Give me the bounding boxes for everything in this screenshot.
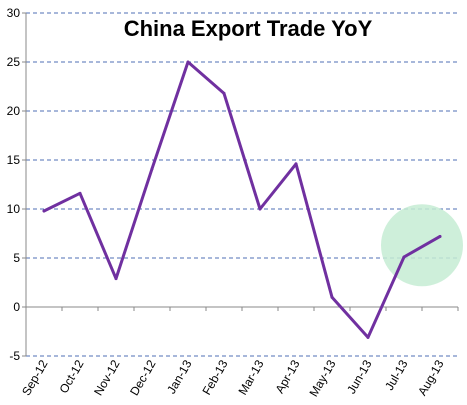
- y-tick-label: 0: [13, 300, 20, 314]
- y-tick-label: 5: [13, 251, 20, 265]
- y-tick-label: 10: [7, 202, 21, 216]
- data-point: [330, 295, 334, 299]
- y-tick-label: 30: [7, 6, 21, 20]
- x-tick-label: Sep-12: [19, 357, 51, 398]
- x-tick-label: Jun-13: [344, 357, 375, 396]
- data-point: [402, 255, 406, 259]
- data-point: [42, 209, 46, 213]
- x-tick-label: Dec-12: [127, 357, 159, 398]
- gridlines: [26, 12, 458, 357]
- x-tick-label: Jan-13: [164, 357, 195, 396]
- axes: [22, 12, 459, 357]
- y-tick-label: -5: [9, 349, 20, 363]
- x-tick-label: May-13: [306, 357, 338, 399]
- series-layer: [42, 60, 442, 339]
- data-point: [294, 162, 298, 166]
- y-tick-label: 20: [7, 104, 21, 118]
- x-tick-label: Mar-13: [235, 357, 266, 397]
- x-tick-label: Jul-13: [382, 357, 411, 393]
- x-tick-label: Aug-13: [415, 357, 447, 398]
- x-tick-label: Nov-12: [91, 357, 123, 398]
- data-point: [78, 191, 82, 195]
- data-point: [366, 335, 370, 339]
- data-point: [258, 207, 262, 211]
- chart-title: China Export Trade YoY: [124, 16, 373, 41]
- data-point: [150, 167, 154, 171]
- data-point: [114, 277, 118, 281]
- series-line: [42, 60, 442, 339]
- x-tick-label: Oct-12: [56, 357, 86, 395]
- x-tick-label: Apr-13: [272, 357, 302, 395]
- data-point: [186, 60, 190, 64]
- x-tick-labels: Sep-12 Oct-12 Nov-12 Dec-12 Jan-13 Feb-13 Mar-…: [19, 357, 447, 399]
- y-tick-labels: -5 0 5 10 15 20 25 30: [7, 6, 21, 363]
- y-tick-label: 15: [7, 153, 21, 167]
- data-point: [222, 91, 226, 95]
- data-point: [438, 234, 442, 238]
- x-tick-label: Feb-13: [199, 357, 230, 397]
- y-tick-label: 25: [7, 55, 21, 69]
